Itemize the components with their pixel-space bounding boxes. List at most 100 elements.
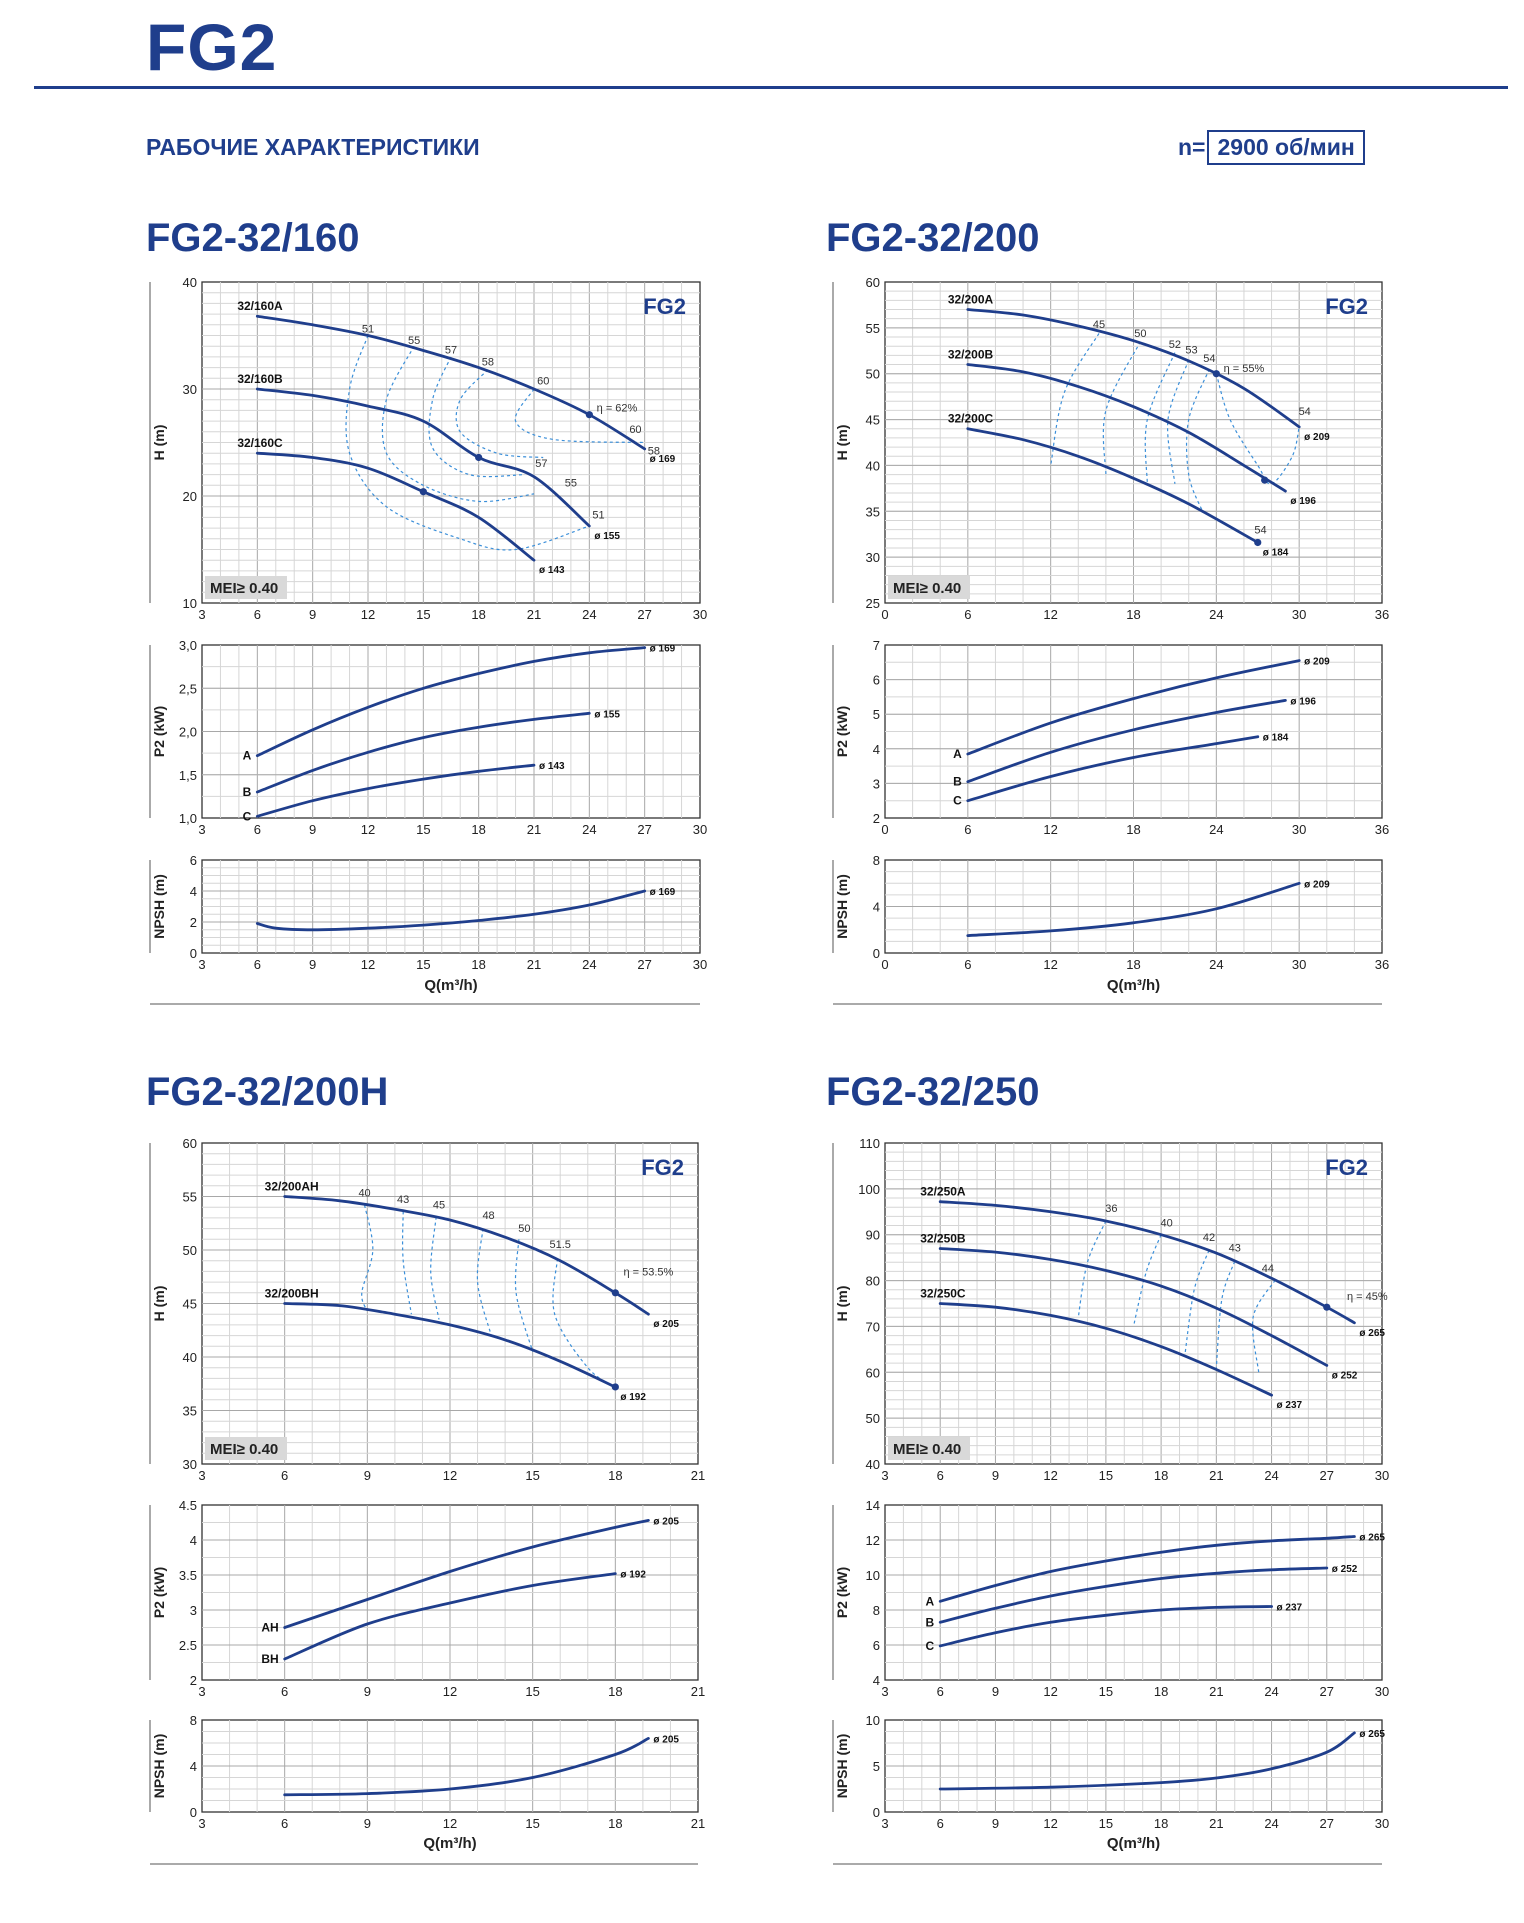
- p0-h-curve: [255, 387, 591, 528]
- p3-p2-curve: [938, 1535, 1356, 1603]
- p3-h-plot-frame: [884, 1142, 1383, 1465]
- p2-h-x-tick-label: 21: [691, 1468, 705, 1483]
- p3-p2-y-tick-label: 10: [866, 1568, 880, 1583]
- p1-h-efficiency-label: 54: [1299, 406, 1311, 418]
- p0-npsh-y-tick-label: 0: [190, 946, 197, 961]
- p0-npsh-curve-end-label: ø 169: [650, 887, 676, 898]
- p1-npsh-curve-end-label: ø 209: [1304, 879, 1330, 890]
- p1-npsh-y-axis-label: NPSH (m): [834, 874, 850, 939]
- p2-p2-x-tick-label: 21: [691, 1684, 705, 1699]
- p2-h-best-efficiency-marker: [611, 1383, 619, 1391]
- p0-p2-x-tick-label: 30: [693, 822, 707, 837]
- p3-h-efficiency-label: 44: [1262, 1263, 1274, 1275]
- p2-h-efficiency-line: [401, 1211, 412, 1315]
- p3-p2-x-tick-label: 9: [992, 1684, 999, 1699]
- p1-h-y-axis-label: H (m): [834, 425, 850, 461]
- p2-p2-y-tick-label: 4.5: [179, 1498, 197, 1513]
- p0-p2-curve: [255, 763, 536, 818]
- p0-h-y-tick-label: 20: [183, 489, 197, 504]
- p3-p2-y-tick-label: 14: [866, 1498, 880, 1513]
- p3-npsh-x-tick-label: 3: [881, 1816, 888, 1831]
- p3-h-efficiency-line: [1132, 1234, 1162, 1327]
- p0-h-x-tick-label: 21: [527, 607, 541, 622]
- p2-npsh-x-tick-label: 18: [608, 1816, 622, 1831]
- p3-h-x-tick-label: 24: [1264, 1468, 1278, 1483]
- p1-p2-x-tick-label: 36: [1375, 822, 1389, 837]
- p0-npsh-x-tick-label: 15: [416, 957, 430, 972]
- p3-h-y-tick-label: 60: [866, 1365, 880, 1380]
- p3-npsh-x-tick-label: 27: [1320, 1816, 1334, 1831]
- p1-h-badge: FG2: [1325, 294, 1368, 319]
- p1-h-curve-end-label: ø 184: [1263, 547, 1289, 558]
- p2-h-curve-name: 32/200AH: [265, 1180, 319, 1194]
- p2-p2-curve-name: BH: [261, 1652, 278, 1666]
- p1-p2-curve-name: C: [953, 794, 962, 808]
- p3-h-efficiency-label: η = 45%: [1347, 1291, 1388, 1303]
- p1-p2-curve-name: B: [953, 775, 962, 789]
- p1-p2-curve: [966, 699, 1287, 784]
- p2-h-y-tick-label: 30: [183, 1457, 197, 1472]
- p3-h-curve-end-label: ø 252: [1332, 1370, 1358, 1381]
- p0-h-curve: [255, 451, 536, 562]
- p0-p2-y-tick-label: 1,5: [179, 768, 197, 783]
- p3-h-badge: FG2: [1325, 1155, 1368, 1180]
- p2-p2-y-tick-label: 4: [190, 1533, 197, 1548]
- p2-npsh-x-tick-label: 6: [281, 1816, 288, 1831]
- p3-h-curve-end-label: ø 265: [1359, 1328, 1385, 1339]
- p3-npsh-x-tick-label: 21: [1209, 1816, 1223, 1831]
- p1-h-y-tick-label: 40: [866, 458, 880, 473]
- p3-h-curve-name: 32/250A: [920, 1185, 966, 1199]
- p1-h-efficiency-line: [1185, 368, 1210, 512]
- p2-npsh-y-axis-label: NPSH (m): [151, 1734, 167, 1799]
- p3-h-mei-box: [888, 1437, 970, 1460]
- p0-p2-curve-end-label: ø 143: [539, 761, 565, 772]
- p1-h-curve-name: 32/200B: [948, 348, 994, 362]
- p0-h-efficiency-label: 51: [592, 509, 604, 521]
- p1-h-y-tick-label: 45: [866, 413, 880, 428]
- p0-h-efficiency-label: 57: [445, 345, 457, 357]
- p0-p2-x-tick-label: 9: [309, 822, 316, 837]
- p1-h-curve: [966, 363, 1287, 493]
- p3-h-curve: [938, 1200, 1356, 1325]
- p3-h-y-tick-label: 110: [859, 1136, 880, 1151]
- p2-p2-x-tick-label: 6: [281, 1684, 288, 1699]
- p0-p2-curve-name: C: [243, 809, 252, 823]
- p2-h-efficiency-label: 51.5: [550, 1239, 571, 1251]
- p1-p2-y-tick-label: 5: [873, 707, 880, 722]
- p3-p2-curve-end-label: ø 237: [1277, 1603, 1303, 1614]
- p1-h-curve: [966, 308, 1301, 429]
- p1-npsh-x-tick-label: 36: [1375, 957, 1389, 972]
- p3-p2-x-tick-label: 30: [1375, 1684, 1389, 1699]
- p2-h-efficiency-line: [361, 1204, 374, 1312]
- p2-h-x-tick-label: 15: [525, 1468, 539, 1483]
- p0-h-curve-end-label: ø 169: [650, 454, 676, 465]
- p0-h-y-tick-label: 30: [183, 382, 197, 397]
- p1-h-efficiency-label: 53: [1185, 345, 1197, 357]
- p1-h-x-tick-label: 30: [1292, 607, 1306, 622]
- p0-npsh-x-tick-label: 18: [471, 957, 485, 972]
- p2-p2-curve: [283, 1572, 617, 1661]
- p3-h-curve-name: 32/250B: [920, 1231, 966, 1245]
- p3-h-x-tick-label: 15: [1099, 1468, 1113, 1483]
- p3-npsh-y-tick-label: 0: [873, 1805, 880, 1820]
- p1-h-x-tick-label: 24: [1209, 607, 1223, 622]
- p0-npsh-y-axis-label: NPSH (m): [151, 874, 167, 939]
- header-divider: [34, 86, 1508, 89]
- p2-h-y-tick-label: 45: [183, 1297, 197, 1312]
- p0-h-efficiency-label: 60: [629, 424, 641, 436]
- p3-p2-x-tick-label: 3: [881, 1684, 888, 1699]
- p0-p2-y-axis-label: P2 (kW): [151, 706, 167, 757]
- p3-h-y-tick-label: 80: [866, 1274, 880, 1289]
- p1-h-efficiency-line: [1144, 352, 1176, 484]
- p2-p2-curve-end-label: ø 205: [653, 1516, 679, 1527]
- p3-p2-curve-name: B: [926, 1615, 935, 1629]
- p3-p2-curve-end-label: ø 265: [1359, 1533, 1385, 1544]
- p2-h-badge: FG2: [641, 1155, 684, 1180]
- p1-h-x-tick-label: 12: [1043, 607, 1057, 622]
- p2-p2-x-tick-label: 18: [608, 1684, 622, 1699]
- p3-p2-x-tick-label: 24: [1264, 1684, 1278, 1699]
- p2-p2-x-tick-label: 12: [443, 1684, 457, 1699]
- p1-p2-x-tick-label: 24: [1209, 822, 1223, 837]
- p1-h-y-tick-label: 35: [866, 504, 880, 519]
- p1-h-y-tick-label: 30: [866, 550, 880, 565]
